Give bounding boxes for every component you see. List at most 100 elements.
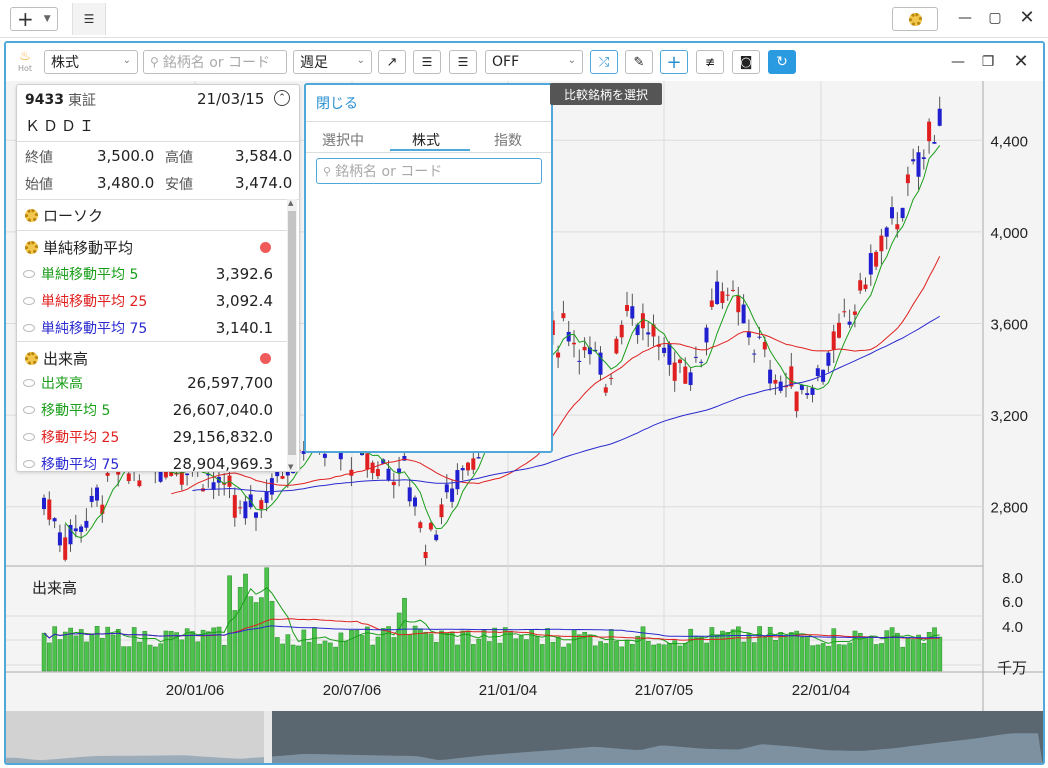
sma75-label: 単純移動平均 75	[41, 321, 148, 337]
window-minimize-button[interactable]: —	[951, 54, 965, 70]
tab-selected[interactable]: 選択中	[322, 133, 364, 149]
navigator-handle	[264, 711, 272, 763]
stock-code: 9433	[25, 92, 64, 108]
refresh-button[interactable]: ↻	[768, 50, 796, 74]
candle-body	[741, 304, 746, 324]
eye-icon[interactable]	[23, 324, 35, 332]
eye-icon[interactable]	[23, 460, 35, 468]
volume-bar	[248, 596, 254, 672]
sma25-item[interactable]: 単純移動平均 25 3,092.4	[17, 288, 287, 314]
navigator-bar[interactable]	[6, 711, 1043, 763]
trendline-button[interactable]: ↗	[378, 50, 406, 74]
eye-icon[interactable]	[23, 406, 35, 414]
market-select[interactable]: 株式 ⌄	[44, 50, 138, 74]
gear-icon	[908, 12, 922, 26]
volume-bar	[635, 635, 641, 672]
volume-bar	[110, 634, 116, 672]
sma75-item[interactable]: 単純移動平均 75 3,140.1	[17, 315, 287, 341]
price-tick-label: 2,800	[990, 500, 1028, 517]
volume-bar	[211, 627, 217, 672]
sma25-label: 単純移動平均 25	[41, 294, 148, 310]
window-restore-button[interactable]: ❐	[981, 54, 995, 70]
sma-status-dot[interactable]	[260, 241, 271, 253]
sliders-icon: ≢	[704, 55, 716, 69]
eye-icon[interactable]	[23, 379, 35, 387]
volume-bar	[773, 640, 778, 672]
candle-body	[84, 520, 89, 528]
volume-bar	[815, 644, 821, 672]
align-left-button[interactable]: ☰	[413, 50, 441, 74]
volume-bar	[508, 630, 513, 672]
hot-icon[interactable]: ♨ Hot	[17, 49, 33, 73]
compare-panel: 閉じる 選択中 株式 指数 ⚲ 銘柄名 or コード	[304, 83, 553, 453]
volume-bar	[423, 631, 429, 672]
eye-icon[interactable]	[23, 297, 35, 305]
ma75-item[interactable]: 移動平均 75 28,904,969.3	[17, 451, 287, 477]
tab-indices[interactable]: 指数	[494, 133, 522, 149]
settings-sliders-button[interactable]: ≢	[696, 50, 724, 74]
period-select[interactable]: 週足 ⌄	[293, 50, 372, 74]
candle-body	[874, 251, 879, 267]
candle-body	[582, 346, 587, 351]
volume-bar	[492, 627, 497, 672]
volume-bar	[751, 642, 757, 672]
add-button[interactable]: + ▼	[10, 7, 58, 31]
close-compare-link[interactable]: 閉じる	[316, 96, 358, 112]
volume-bar	[937, 636, 943, 672]
price-chart[interactable]: 4,400 4,000 3,600 3,200 2,800 8.0 6.0 4.0 20/01/…	[6, 81, 1043, 711]
volume-bar	[677, 645, 683, 672]
list-menu-button[interactable]: ☰	[72, 3, 106, 35]
close-button[interactable]: ✕	[1019, 6, 1035, 28]
ma5-value: 26,607,040.0	[172, 401, 273, 419]
candle-body	[418, 522, 423, 529]
eye-icon[interactable]	[23, 270, 35, 278]
settings-button[interactable]	[892, 7, 938, 31]
candle-body	[386, 468, 391, 481]
volume-status-dot[interactable]	[260, 352, 271, 364]
volume-bar	[179, 639, 185, 672]
volume-bar	[259, 597, 264, 672]
indicator-select[interactable]: OFF ⌄	[485, 50, 583, 74]
candle-body	[905, 174, 910, 184]
volume-bar	[232, 610, 238, 672]
eye-icon[interactable]	[23, 433, 35, 441]
ma25-item[interactable]: 移動平均 25 29,156,832.0	[17, 424, 287, 450]
panel-scrollbar[interactable]: ▲ ▼	[287, 199, 297, 471]
chart-window: ♨ Hot 株式 ⌄ ⚲ 銘柄名 or コード 週足 ⌄ ↗ ☰ ☰ OFF ⌄ ⤮ ✎ …	[4, 41, 1045, 765]
volume-bar	[900, 646, 906, 672]
collapse-button[interactable]: ⌃	[274, 90, 290, 106]
candle-body	[89, 495, 94, 502]
minimize-button[interactable]: —	[958, 10, 972, 26]
tab-stocks[interactable]: 株式	[412, 133, 440, 149]
candle-body	[206, 473, 211, 476]
align-right-button[interactable]: ☰	[449, 50, 477, 74]
volume-item[interactable]: 出来高 26,597,700	[17, 370, 287, 396]
draw-button[interactable]: ✎	[625, 50, 653, 74]
volume-bar	[206, 631, 211, 672]
compare-search-input[interactable]: ⚲ 銘柄名 or コード	[316, 158, 542, 184]
volume-bar	[168, 631, 174, 672]
compare-button[interactable]: ⤮	[590, 50, 618, 74]
period-select-value: 週足	[300, 55, 328, 71]
volume-section[interactable]: 出来高	[17, 345, 287, 371]
volume-bar	[269, 600, 275, 672]
maximize-button[interactable]: ▢	[988, 10, 1002, 26]
crosshair-button[interactable]: +	[660, 50, 688, 74]
sma-section[interactable]: 単純移動平均	[17, 234, 287, 260]
candle-body	[768, 369, 773, 384]
volume-label: 出来高	[41, 376, 83, 392]
sma5-item[interactable]: 単純移動平均 5 3,392.6	[17, 261, 287, 287]
candle-body	[879, 235, 884, 252]
volume-bar	[831, 628, 837, 672]
candle-section[interactable]: ローソク	[17, 202, 287, 228]
volume-bar	[582, 632, 588, 672]
volume-bar	[121, 646, 126, 672]
volume-bar	[577, 634, 582, 672]
candle-body	[625, 305, 629, 312]
search-input[interactable]: ⚲ 銘柄名 or コード	[143, 50, 287, 74]
volume-bar	[736, 626, 741, 672]
window-close-button[interactable]: ✕	[1013, 50, 1029, 72]
ma5-item[interactable]: 移動平均 5 26,607,040.0	[17, 397, 287, 423]
volume-bar	[614, 641, 619, 672]
camera-button[interactable]: ◙	[732, 50, 760, 74]
